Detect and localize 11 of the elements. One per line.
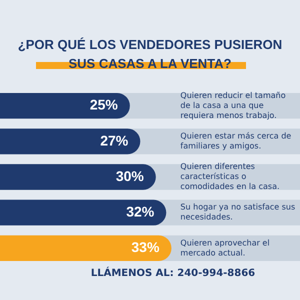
data-label: 25% <box>90 96 118 113</box>
y-tick-label: Quieren estar más cerca de familiares y amigos. <box>180 131 292 150</box>
data-label: 33% <box>131 239 160 256</box>
data-label: 32% <box>126 203 155 220</box>
y-tick-label: Quieren reducir el tamaño de la casa a una que requiera menos trabajo. <box>180 90 286 120</box>
data-label: 27% <box>100 132 129 148</box>
text: LLÁMENOS AL: 240-994-8866 <box>90 268 256 279</box>
y-tick-label: Quieren diferentes características o comodidades en la casa. <box>180 162 280 192</box>
y-tick-label: Quieren aprovechar el mercado actual. <box>180 238 270 258</box>
data-label: 30% <box>116 168 144 184</box>
y-tick-label: Su hogar ya no satisface sus necesidades. <box>180 202 296 222</box>
